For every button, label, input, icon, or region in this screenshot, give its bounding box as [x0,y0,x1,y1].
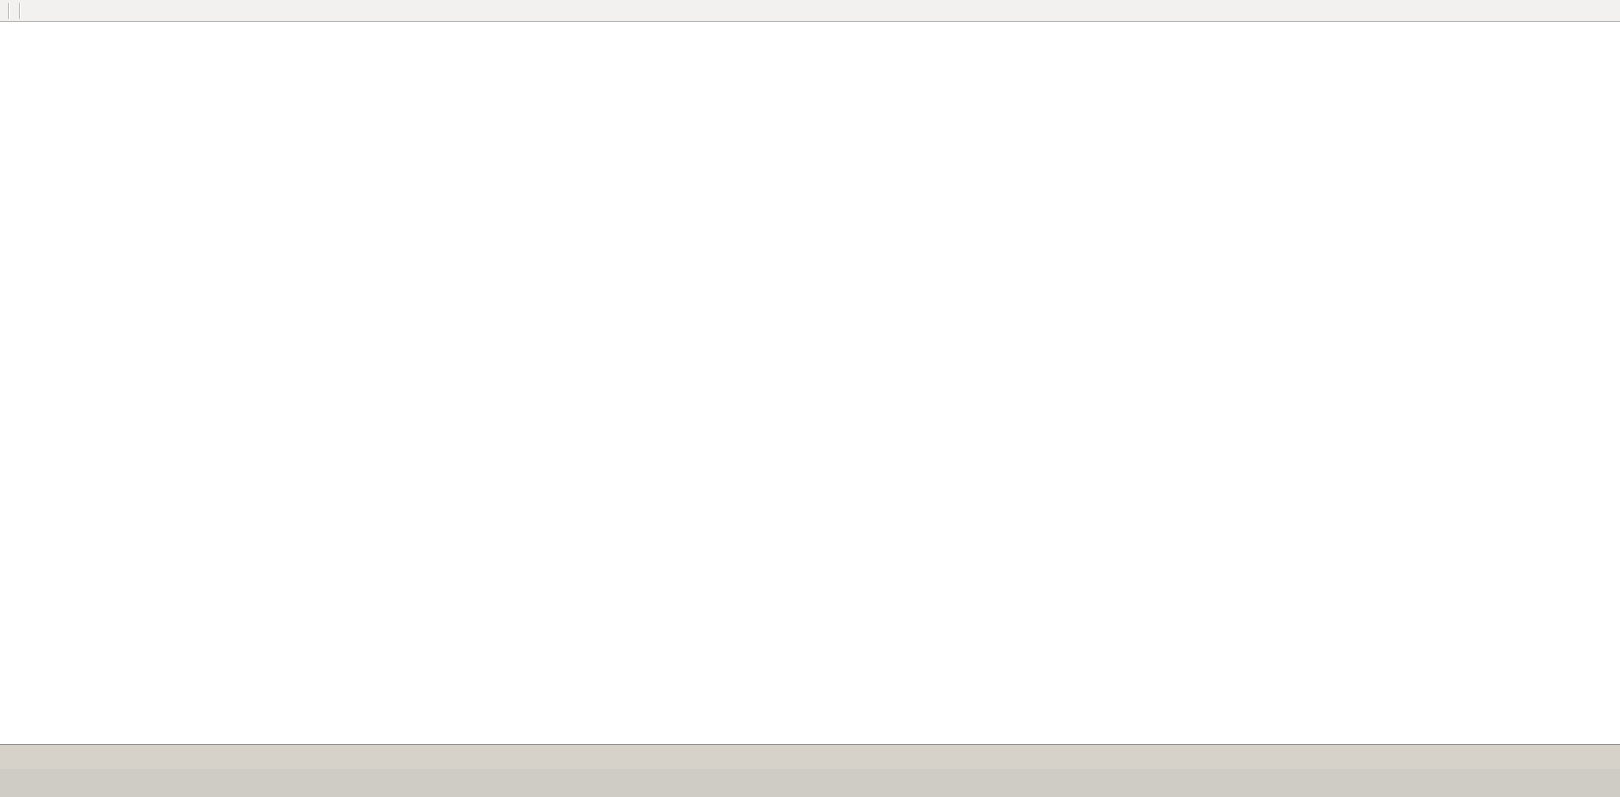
chart-window [0,22,1620,744]
chart-tabs [0,744,1620,769]
toolbar-separator [8,2,9,19]
timeframe-toolbar [0,0,1620,22]
price-chart-canvas[interactable] [0,22,1620,744]
toolbar-separator [19,2,20,19]
bottom-strip [0,769,1620,797]
